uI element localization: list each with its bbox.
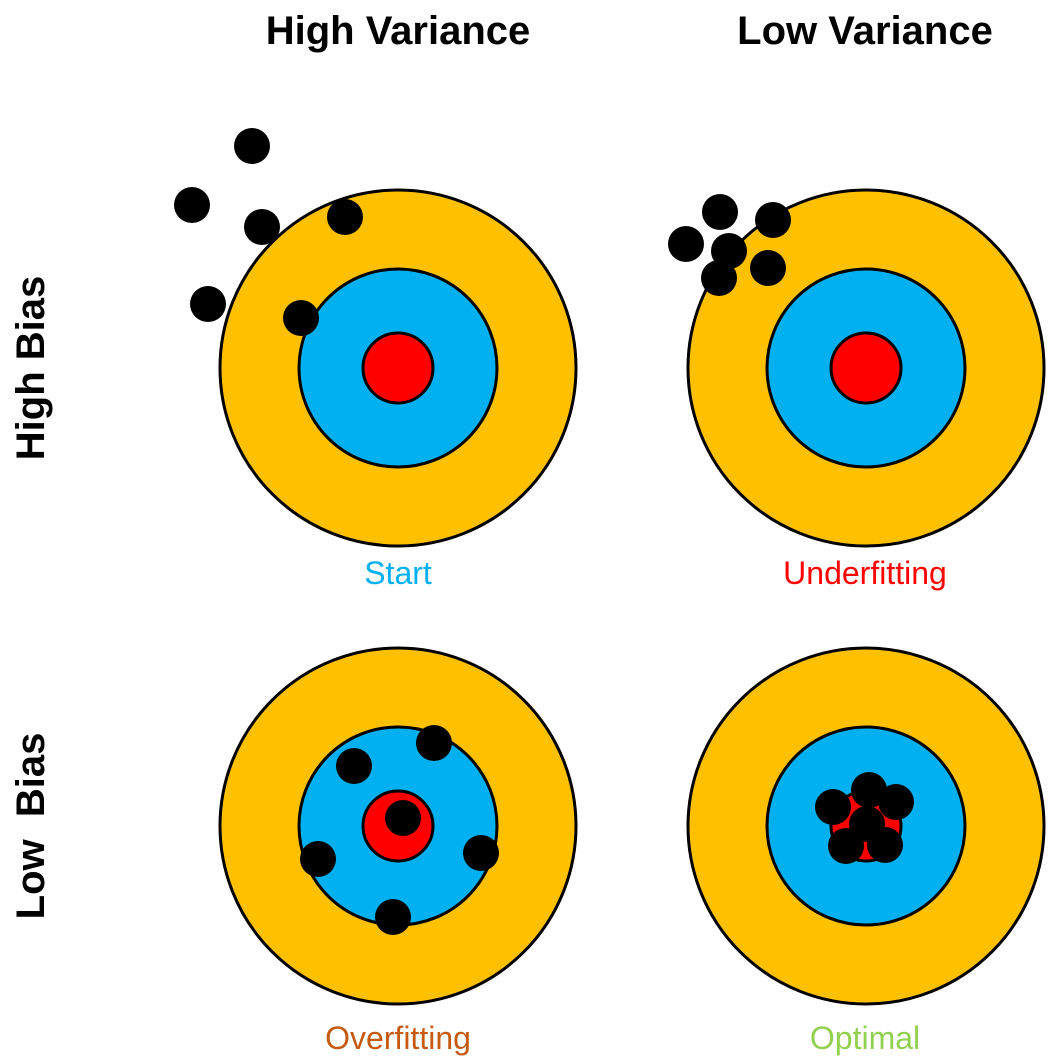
target-low-bias-low-variance [686, 646, 1046, 1006]
shot-dot [375, 899, 411, 935]
shot-dot [851, 772, 887, 808]
shot-dot [385, 800, 421, 836]
bullseye [829, 331, 903, 405]
shot-dot [244, 209, 280, 245]
shot-dot [711, 233, 747, 269]
row-header-high-bias: High Bias [9, 276, 53, 460]
bullseye [361, 331, 435, 405]
shot-dot [327, 199, 363, 235]
shot-dot [234, 128, 270, 164]
target-low-bias-high-variance [218, 646, 578, 1006]
shot-dot [750, 250, 786, 286]
caption-overfitting: Overfitting [325, 1020, 471, 1056]
target-high-bias-low-variance [668, 188, 1046, 548]
caption-optimal: Optimal [810, 1020, 920, 1056]
shot-dot [815, 789, 851, 825]
shot-dot [878, 784, 914, 820]
column-header-low-variance: Low Variance [737, 9, 993, 53]
shot-dot [174, 187, 210, 223]
shot-dot [300, 841, 336, 877]
shot-dot [190, 286, 226, 322]
shot-dot [463, 835, 499, 871]
shot-dot [828, 828, 864, 864]
shot-dot [416, 725, 452, 761]
shot-dot [867, 827, 903, 863]
shot-dot [701, 260, 737, 296]
shot-dot [755, 202, 791, 238]
row-header-low-bias: Low Bias [9, 733, 53, 920]
column-header-high-variance: High Variance [266, 9, 531, 53]
shot-dot [702, 194, 738, 230]
shot-dot [336, 748, 372, 784]
shot-dot [668, 226, 704, 262]
shot-dot [283, 300, 319, 336]
target-high-bias-high-variance [174, 128, 578, 548]
caption-underfitting: Underfitting [783, 555, 947, 591]
caption-start: Start [364, 555, 432, 591]
